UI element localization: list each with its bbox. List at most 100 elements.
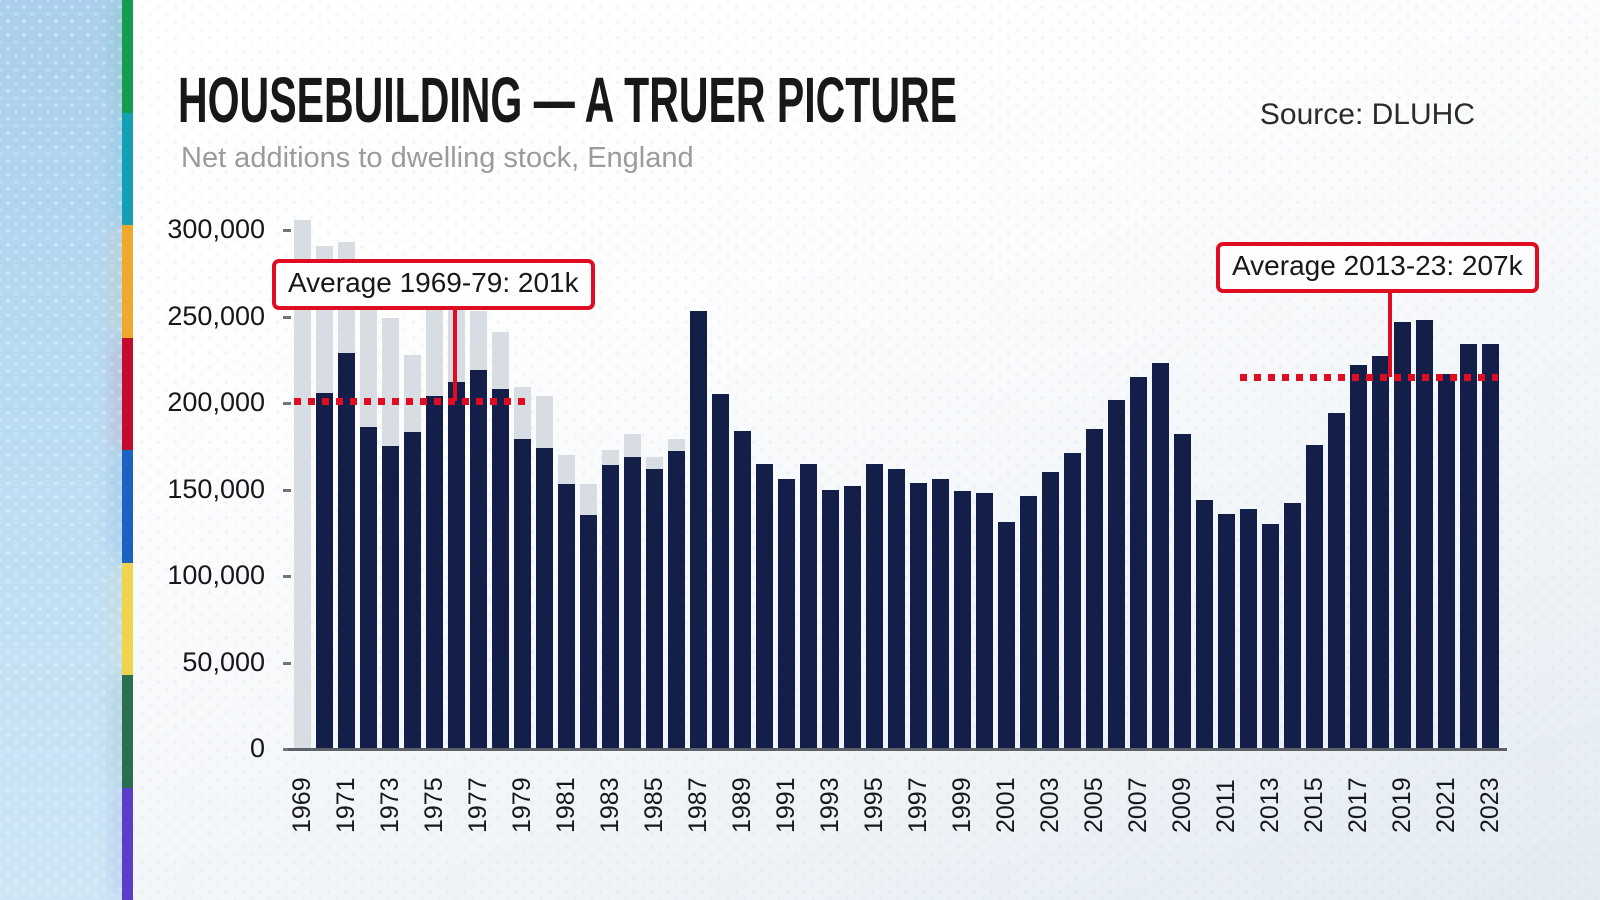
bar-1992: [799, 463, 817, 749]
bar-1994: [843, 486, 861, 749]
annotation-box-2013-23: Average 2013-23: 207k: [1216, 242, 1539, 293]
bar-2002: [1019, 496, 1037, 749]
bar-2006: [1107, 399, 1125, 749]
bar-1969-background: [293, 219, 311, 749]
bar-2008: [1151, 363, 1169, 749]
y-tick-label-50,000: 50,000: [182, 646, 265, 677]
x-tick-label-1973: 1973: [376, 777, 404, 833]
bar-1979: [513, 439, 531, 749]
bar-2007: [1129, 377, 1147, 749]
x-tick-label-2005: 2005: [1080, 777, 1108, 833]
y-tick-label-250,000: 250,000: [167, 300, 265, 331]
x-tick-label-1977: 1977: [464, 777, 492, 833]
bar-1982: [579, 515, 597, 749]
bar-2000: [975, 492, 993, 749]
bar-2013: [1261, 524, 1279, 749]
x-tick-label-2003: 2003: [1036, 777, 1064, 833]
annotation-text-2013-23: Average 2013-23: 207k: [1232, 250, 1523, 281]
bar-1976: [447, 382, 465, 749]
bar-1995: [865, 463, 883, 749]
y-tick-mark-100,000: [283, 575, 291, 578]
left-background-panel: [0, 0, 122, 900]
x-tick-label-2013: 2013: [1256, 777, 1284, 833]
bar-2018: [1371, 356, 1389, 749]
y-tick-label-150,000: 150,000: [167, 473, 265, 504]
chart-title: HOUSEBUILDING — A TRUER PICTURE: [178, 65, 958, 137]
x-tick-label-1979: 1979: [508, 777, 536, 833]
annotation-connector-right: [1388, 286, 1392, 378]
bar-1981: [557, 484, 575, 749]
x-tick-label-1999: 1999: [948, 777, 976, 833]
brand-stripe-segment-5: [122, 450, 133, 563]
y-tick-mark-200,000: [283, 402, 291, 405]
x-axis-line: [288, 748, 1507, 751]
x-tick-label-1993: 1993: [816, 777, 844, 833]
x-tick-label-2019: 2019: [1388, 777, 1416, 833]
x-tick-label-2021: 2021: [1432, 777, 1460, 833]
bar-1987: [689, 311, 707, 749]
x-tick-label-1989: 1989: [728, 777, 756, 833]
y-tick-mark-250,000: [283, 315, 291, 319]
x-tick-label-1981: 1981: [552, 777, 580, 833]
bar-1978: [491, 389, 509, 749]
brand-stripe-segment-2: [122, 112, 133, 225]
bar-1997: [909, 482, 927, 749]
bar-2020: [1415, 319, 1433, 749]
x-tick-label-1991: 1991: [772, 777, 800, 833]
bar-1972: [359, 427, 377, 749]
bar-2005: [1085, 428, 1103, 749]
bar-1985: [645, 468, 663, 749]
x-tick-label-2007: 2007: [1124, 777, 1152, 833]
x-tick-label-2001: 2001: [992, 777, 1020, 833]
bar-2012: [1239, 508, 1257, 749]
brand-stripe-segment-1: [122, 0, 133, 113]
bar-1984: [623, 456, 641, 749]
y-tick-label-200,000: 200,000: [167, 387, 265, 417]
bar-1988: [711, 394, 729, 749]
bar-2022: [1459, 344, 1477, 749]
average-line-1969-79: [294, 398, 530, 406]
y-tick-label-100,000: 100,000: [167, 560, 265, 590]
bar-1980: [535, 447, 553, 749]
annotation-text-1969-79: Average 1969-79: 201k: [288, 267, 579, 298]
chart-subtitle: Net additions to dwelling stock, England: [181, 142, 694, 174]
bar-1986: [667, 451, 685, 749]
x-tick-label-1983: 1983: [596, 777, 624, 833]
x-tick-label-2015: 2015: [1300, 777, 1328, 833]
y-tick-mark-0: [283, 748, 291, 751]
bar-2015: [1305, 444, 1323, 749]
annotation-box-1969-79: Average 1969-79: 201k: [272, 259, 595, 310]
bar-1977: [469, 370, 487, 749]
y-tick-mark-150,000: [283, 488, 291, 492]
brand-stripe-segment-7: [122, 675, 133, 788]
x-tick-label-2023: 2023: [1476, 777, 1504, 833]
y-tick-mark-300,000: [283, 229, 291, 232]
bar-2017: [1349, 364, 1367, 749]
bar-1996: [887, 468, 905, 749]
bar-2016: [1327, 413, 1345, 749]
brand-stripe-segment-3: [122, 225, 133, 338]
x-tick-label-2017: 2017: [1344, 777, 1372, 833]
brand-stripe-segment-6: [122, 562, 133, 675]
average-line-2013-23: [1240, 374, 1498, 382]
y-tick-label-0: 0: [249, 733, 265, 763]
source-label: Source: DLUHC: [1259, 98, 1475, 131]
x-tick-label-2011: 2011: [1212, 779, 1240, 833]
bar-2009: [1173, 434, 1191, 749]
bar-2021: [1437, 373, 1455, 749]
bar-1973: [381, 446, 399, 749]
bar-1970: [315, 392, 333, 749]
bar-1974: [403, 432, 421, 749]
bar-1993: [821, 489, 839, 749]
x-tick-label-1975: 1975: [420, 777, 448, 833]
bar-1990: [755, 463, 773, 749]
annotation-connector-left: [453, 305, 457, 402]
bar-1989: [733, 430, 751, 749]
y-tick-label-300,000: 300,000: [167, 214, 265, 244]
bar-1999: [953, 491, 971, 749]
brand-stripe-segment-8: [122, 787, 133, 900]
x-tick-label-1985: 1985: [640, 777, 668, 833]
bar-1983: [601, 465, 619, 749]
